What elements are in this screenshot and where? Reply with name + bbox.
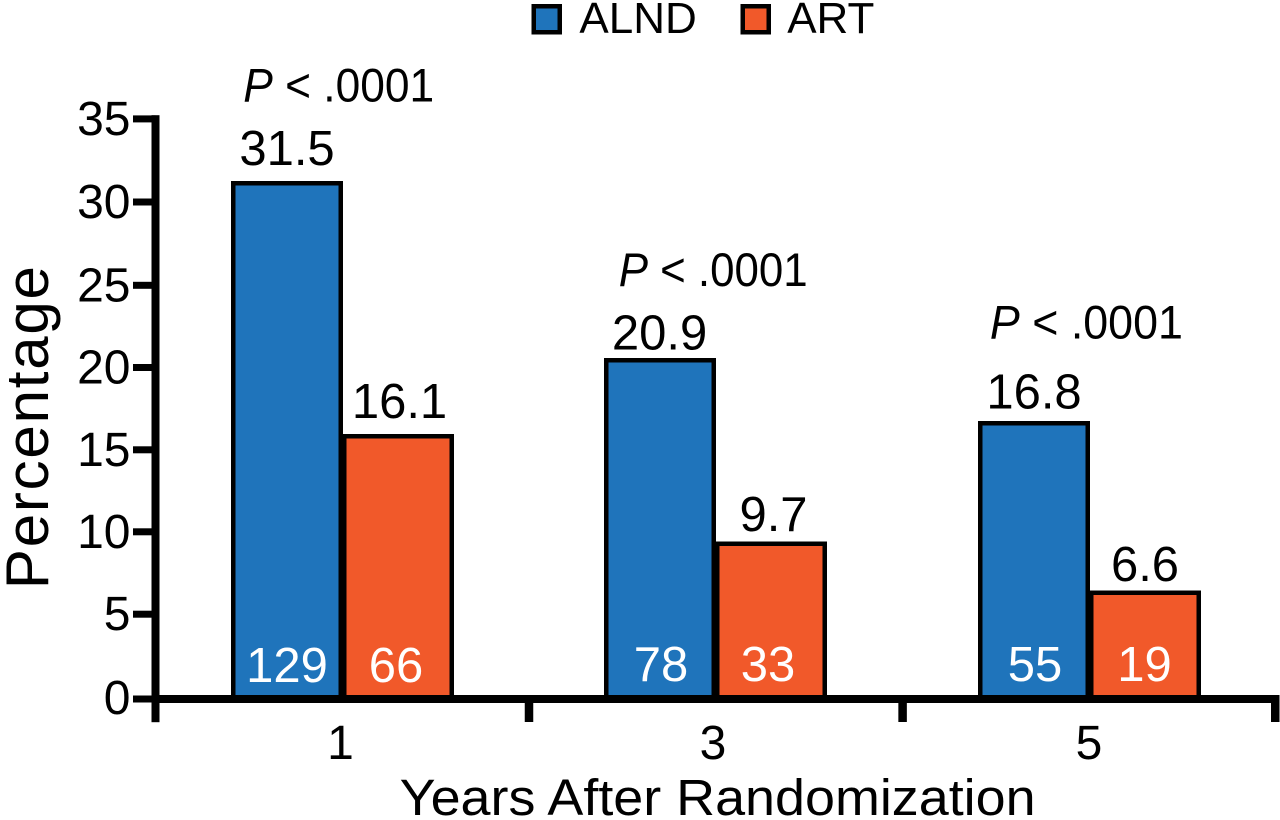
svg-text:25: 25 [77, 259, 130, 312]
svg-text:16.8: 16.8 [986, 365, 1081, 419]
svg-text:31.5: 31.5 [239, 122, 334, 176]
svg-text:19: 19 [1117, 638, 1172, 692]
svg-text:66: 66 [369, 639, 424, 693]
svg-text:ART: ART [787, 0, 874, 43]
svg-text:ALND: ALND [579, 0, 696, 43]
svg-text:P < .0001: P < .0001 [990, 296, 1183, 349]
svg-text:35: 35 [77, 93, 130, 146]
svg-text:1: 1 [327, 717, 354, 770]
svg-text:P < .0001: P < .0001 [243, 58, 434, 111]
svg-text:Years After Randomization: Years After Randomization [400, 769, 1036, 820]
svg-text:6.6: 6.6 [1111, 538, 1179, 592]
svg-text:20.9: 20.9 [612, 306, 707, 360]
svg-text:10: 10 [77, 506, 130, 559]
svg-text:78: 78 [634, 638, 689, 692]
svg-text:9.7: 9.7 [739, 488, 807, 542]
svg-text:30: 30 [77, 176, 130, 229]
svg-text:55: 55 [1008, 638, 1063, 692]
svg-text:5: 5 [104, 588, 131, 641]
svg-text:P < .0001: P < .0001 [619, 243, 808, 296]
svg-text:33: 33 [741, 638, 796, 692]
svg-text:0: 0 [104, 672, 131, 725]
svg-text:129: 129 [246, 639, 328, 693]
svg-text:16.1: 16.1 [352, 375, 447, 429]
svg-text:15: 15 [77, 424, 130, 477]
svg-text:20: 20 [77, 342, 130, 395]
svg-text:5: 5 [1076, 717, 1103, 770]
svg-text:Percentage: Percentage [0, 266, 61, 589]
svg-text:3: 3 [700, 717, 727, 770]
